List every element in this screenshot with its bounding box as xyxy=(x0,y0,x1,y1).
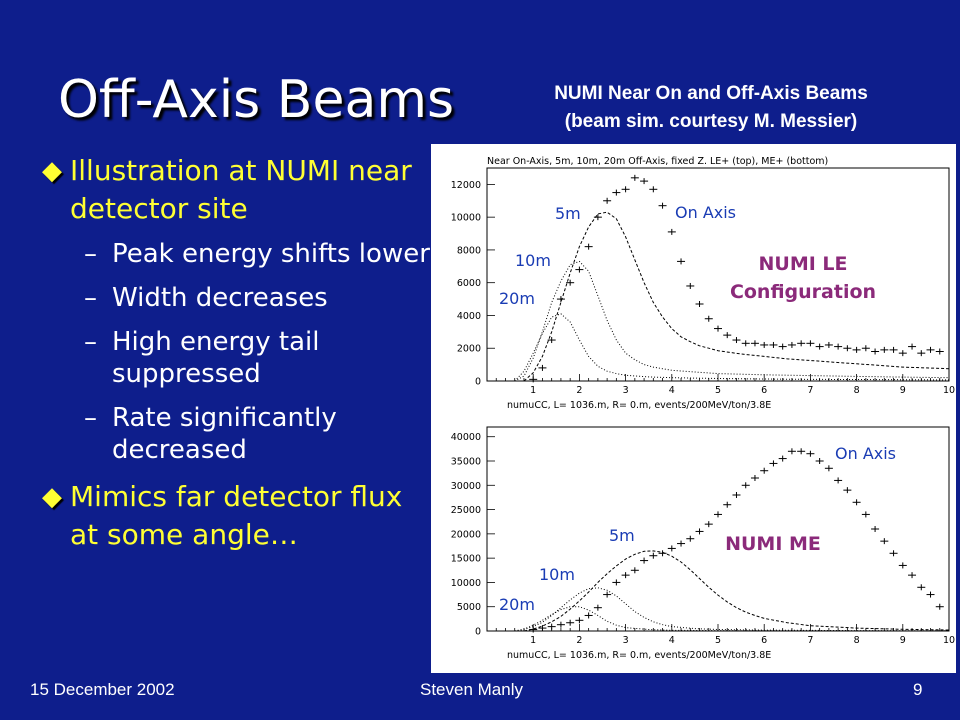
diamond-bullet-icon: ◆ xyxy=(42,156,62,186)
y-tick-label: 2000 xyxy=(457,344,481,355)
bullet-text: Mimics far detector flux at some angle… xyxy=(70,480,403,551)
x-tick-label: 7 xyxy=(807,385,813,396)
plot-frame xyxy=(486,167,950,382)
slide-title: Off-Axis Beams xyxy=(58,70,455,130)
x-tick-label: 8 xyxy=(854,385,860,396)
bullet-list: ◆ Illustration at NUMI near detector sit… xyxy=(42,152,432,564)
curve-label-10m: 10m xyxy=(539,565,575,584)
y-tick-label: 10000 xyxy=(451,578,481,589)
bullet-item: ◆ Mimics far detector flux at some angle… xyxy=(42,478,432,554)
sub-bullet-text: Rate significantly decreased xyxy=(112,403,337,465)
sub-bullet-item: – High energy tail suppressed xyxy=(42,326,432,390)
x-tick-label: 9 xyxy=(900,635,906,646)
series-line-20m xyxy=(514,313,950,382)
x-tick-label: 7 xyxy=(807,635,813,646)
x-tick-label: 5 xyxy=(715,635,721,646)
x-tick-label: 4 xyxy=(669,635,675,646)
footer-date: 15 December 2002 xyxy=(30,680,175,699)
config-label: NUMI LE xyxy=(758,253,847,275)
series-on-axis xyxy=(529,448,944,633)
chart-plot-me: 1 2 3 4 5 6 7 8 9 10 0 5000 10000 15000 20000 25000 3000… xyxy=(451,426,955,661)
chart-svg: Near On-Axis, 5m, 10m, 20m Off-Axis, fix… xyxy=(451,156,955,661)
sub-bullet-item: – Peak energy shifts lower xyxy=(42,238,432,270)
dash-bullet-icon: – xyxy=(84,403,97,433)
config-label: Configuration xyxy=(730,281,876,303)
y-tick-label: 25000 xyxy=(451,505,481,516)
x-tick-label: 3 xyxy=(623,635,629,646)
curve-label-5m: 5m xyxy=(609,526,635,545)
bullet-text: Illustration at NUMI near detector site xyxy=(70,154,412,225)
sub-bullet-item: – Width decreases xyxy=(42,282,432,314)
figure-title-line2: (beam sim. courtesy M. Messier) xyxy=(564,111,858,132)
y-tick-label: 20000 xyxy=(451,529,481,540)
bullet-item: ◆ Illustration at NUMI near detector sit… xyxy=(42,152,432,228)
x-tick-label: 6 xyxy=(761,385,767,396)
x-tick-label: 8 xyxy=(854,635,860,646)
sub-bullet-text: High energy tail suppressed xyxy=(112,327,320,389)
y-tick-label: 0 xyxy=(475,627,481,638)
y-tick-label: 15000 xyxy=(451,554,481,565)
y-tick-label: 6000 xyxy=(457,278,481,289)
dash-bullet-icon: – xyxy=(84,239,97,269)
x-tick-label: 2 xyxy=(576,635,582,646)
series-line-20m xyxy=(514,606,949,632)
series-line-5m xyxy=(523,550,950,632)
x-axis-label: numuCC, L= 1036.m, R= 0.m, events/200MeV… xyxy=(507,400,771,411)
x-axis-label: numuCC, L= 1036.m, R= 0.m, events/200MeV… xyxy=(507,650,771,661)
y-tick-label: 5000 xyxy=(457,602,481,613)
figure-title-line1: NUMI Near On and Off-Axis Beams xyxy=(554,83,868,104)
series-line-10m xyxy=(514,587,950,632)
series-line-10m xyxy=(514,260,950,382)
x-tick-label: 10 xyxy=(943,385,955,396)
curve-label-on-axis: On Axis xyxy=(835,444,896,463)
figure-title: NUMI Near On and Off-Axis Beams (beam si… xyxy=(476,80,946,136)
curve-label-5m: 5m xyxy=(555,204,581,223)
x-tick-label: 2 xyxy=(576,385,582,396)
dash-bullet-icon: – xyxy=(84,327,97,357)
y-tick-label: 8000 xyxy=(457,245,481,256)
footer-page-number: 9 xyxy=(913,680,923,699)
dash-bullet-icon: – xyxy=(84,283,97,313)
y-tick-label: 40000 xyxy=(451,432,481,443)
x-tick-label: 1 xyxy=(530,385,536,396)
curve-label-20m: 20m xyxy=(499,595,535,614)
x-tick-label: 10 xyxy=(943,635,955,646)
config-label: NUMI ME xyxy=(725,533,821,555)
diamond-bullet-icon: ◆ xyxy=(42,482,62,512)
curve-label-on-axis: On Axis xyxy=(675,203,736,222)
y-tick-label: 12000 xyxy=(451,180,481,191)
sub-bullet-text: Width decreases xyxy=(112,283,328,313)
y-tick-label: 4000 xyxy=(457,311,481,322)
series-line-5m xyxy=(523,211,950,382)
x-tick-label: 4 xyxy=(669,385,675,396)
y-tick-label: 10000 xyxy=(451,213,481,224)
series-on-axis xyxy=(529,174,944,383)
footer-author: Steven Manly xyxy=(420,680,523,699)
y-tick-label: 35000 xyxy=(451,457,481,468)
sub-bullet-item: – Rate significantly decreased xyxy=(42,402,432,466)
sub-bullet-text: Peak energy shifts lower xyxy=(112,239,430,269)
x-tick-label: 5 xyxy=(715,385,721,396)
x-tick-label: 1 xyxy=(530,635,536,646)
chart-header: Near On-Axis, 5m, 10m, 20m Off-Axis, fix… xyxy=(487,156,828,167)
chart-plot-le: 1 2 3 4 5 6 7 8 9 10 0 2000 4000 6000 8000 10000 12000 nu… xyxy=(451,167,955,411)
curve-label-20m: 20m xyxy=(499,289,535,308)
x-tick-label: 6 xyxy=(761,635,767,646)
chart-panel: Near On-Axis, 5m, 10m, 20m Off-Axis, fix… xyxy=(431,144,956,673)
x-tick-label: 3 xyxy=(623,385,629,396)
x-tick-label: 9 xyxy=(900,385,906,396)
y-tick-label: 0 xyxy=(475,377,481,388)
y-tick-label: 30000 xyxy=(451,481,481,492)
curve-label-10m: 10m xyxy=(515,251,551,270)
